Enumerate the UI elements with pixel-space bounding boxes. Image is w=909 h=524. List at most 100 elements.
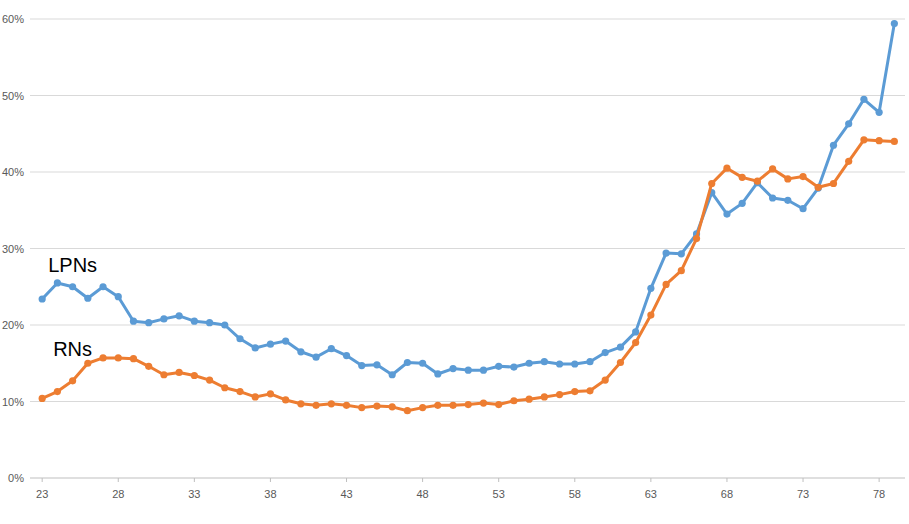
grid-line — [30, 325, 905, 326]
series-marker — [876, 137, 883, 144]
series-marker — [130, 318, 137, 325]
plot-area — [39, 20, 898, 414]
x-axis — [30, 478, 905, 479]
grid-line — [30, 19, 905, 20]
series-marker — [191, 318, 198, 325]
x-tick-label: 58 — [569, 488, 581, 500]
series-marker — [404, 359, 411, 366]
series-marker — [526, 396, 533, 403]
grid-line — [30, 248, 905, 249]
x-tick — [346, 478, 347, 482]
series-marker — [541, 393, 548, 400]
series-marker — [891, 138, 898, 145]
series-marker — [236, 388, 243, 395]
series-marker — [647, 311, 654, 318]
series-marker — [373, 361, 380, 368]
y-tick-label: 10% — [2, 396, 24, 408]
x-tick — [803, 478, 804, 482]
series-marker — [145, 363, 152, 370]
series-marker — [571, 360, 578, 367]
series-marker — [845, 120, 852, 127]
series-marker — [526, 360, 533, 367]
x-tick-label: 38 — [264, 488, 276, 500]
x-tick-label: 23 — [36, 488, 48, 500]
series-label: RNs — [53, 338, 92, 360]
series-marker — [662, 281, 669, 288]
series-marker — [541, 358, 548, 365]
series-line — [42, 140, 894, 411]
series-marker — [54, 279, 61, 286]
series-marker — [115, 354, 122, 361]
series-marker — [130, 355, 137, 362]
series-marker — [343, 352, 350, 359]
x-tick-label: 78 — [873, 488, 885, 500]
x-tick — [498, 478, 499, 482]
series-marker — [556, 360, 563, 367]
series-marker — [602, 349, 609, 356]
series-marker — [206, 376, 213, 383]
x-tick — [879, 478, 880, 482]
series-marker — [39, 295, 46, 302]
series-marker — [434, 370, 441, 377]
series-marker — [784, 175, 791, 182]
series-marker — [297, 400, 304, 407]
series-marker — [84, 295, 91, 302]
y-tick-label: 60% — [2, 13, 24, 25]
series-marker — [267, 341, 274, 348]
x-tick-label: 48 — [416, 488, 428, 500]
series-marker — [723, 165, 730, 172]
series-marker — [252, 344, 259, 351]
series-marker — [312, 402, 319, 409]
series-marker — [845, 158, 852, 165]
series-marker — [236, 335, 243, 342]
series-marker — [876, 109, 883, 116]
series-marker — [510, 363, 517, 370]
series-marker — [799, 173, 806, 180]
series-marker — [480, 399, 487, 406]
series-marker — [860, 136, 867, 143]
series-marker — [160, 371, 167, 378]
series-marker — [69, 377, 76, 384]
series-marker — [632, 328, 639, 335]
y-tick-label: 30% — [2, 243, 24, 255]
series-marker — [191, 372, 198, 379]
chart: 0%10%20%30%40%50%60%23283338434853586368… — [0, 0, 909, 524]
y-tick-label: 40% — [2, 166, 24, 178]
series-marker — [617, 344, 624, 351]
series-marker — [891, 20, 898, 27]
series-marker — [343, 402, 350, 409]
series-marker — [297, 348, 304, 355]
series-marker — [693, 235, 700, 242]
x-tick — [270, 478, 271, 482]
series-marker — [647, 285, 654, 292]
series-marker — [69, 283, 76, 290]
series-marker — [267, 390, 274, 397]
series-marker — [358, 404, 365, 411]
series-marker — [221, 321, 228, 328]
series-marker — [449, 402, 456, 409]
series-marker — [754, 178, 761, 185]
x-tick — [650, 478, 651, 482]
series-marker — [145, 319, 152, 326]
x-tick-label: 33 — [188, 488, 200, 500]
series-marker — [739, 174, 746, 181]
x-tick-label: 53 — [493, 488, 505, 500]
series-marker — [571, 388, 578, 395]
x-tick-label: 43 — [340, 488, 352, 500]
series-marker — [328, 345, 335, 352]
series-marker — [419, 360, 426, 367]
y-tick-label: 0% — [8, 472, 24, 484]
series-marker — [358, 362, 365, 369]
series-marker — [465, 367, 472, 374]
series-marker — [389, 371, 396, 378]
x-tick — [422, 478, 423, 482]
x-tick — [194, 478, 195, 482]
series-marker — [586, 358, 593, 365]
series-marker — [723, 210, 730, 217]
x-tick — [42, 478, 43, 482]
series-marker — [282, 337, 289, 344]
x-tick — [118, 478, 119, 482]
series-marker — [115, 293, 122, 300]
series-marker — [830, 180, 837, 187]
series-marker — [404, 407, 411, 414]
